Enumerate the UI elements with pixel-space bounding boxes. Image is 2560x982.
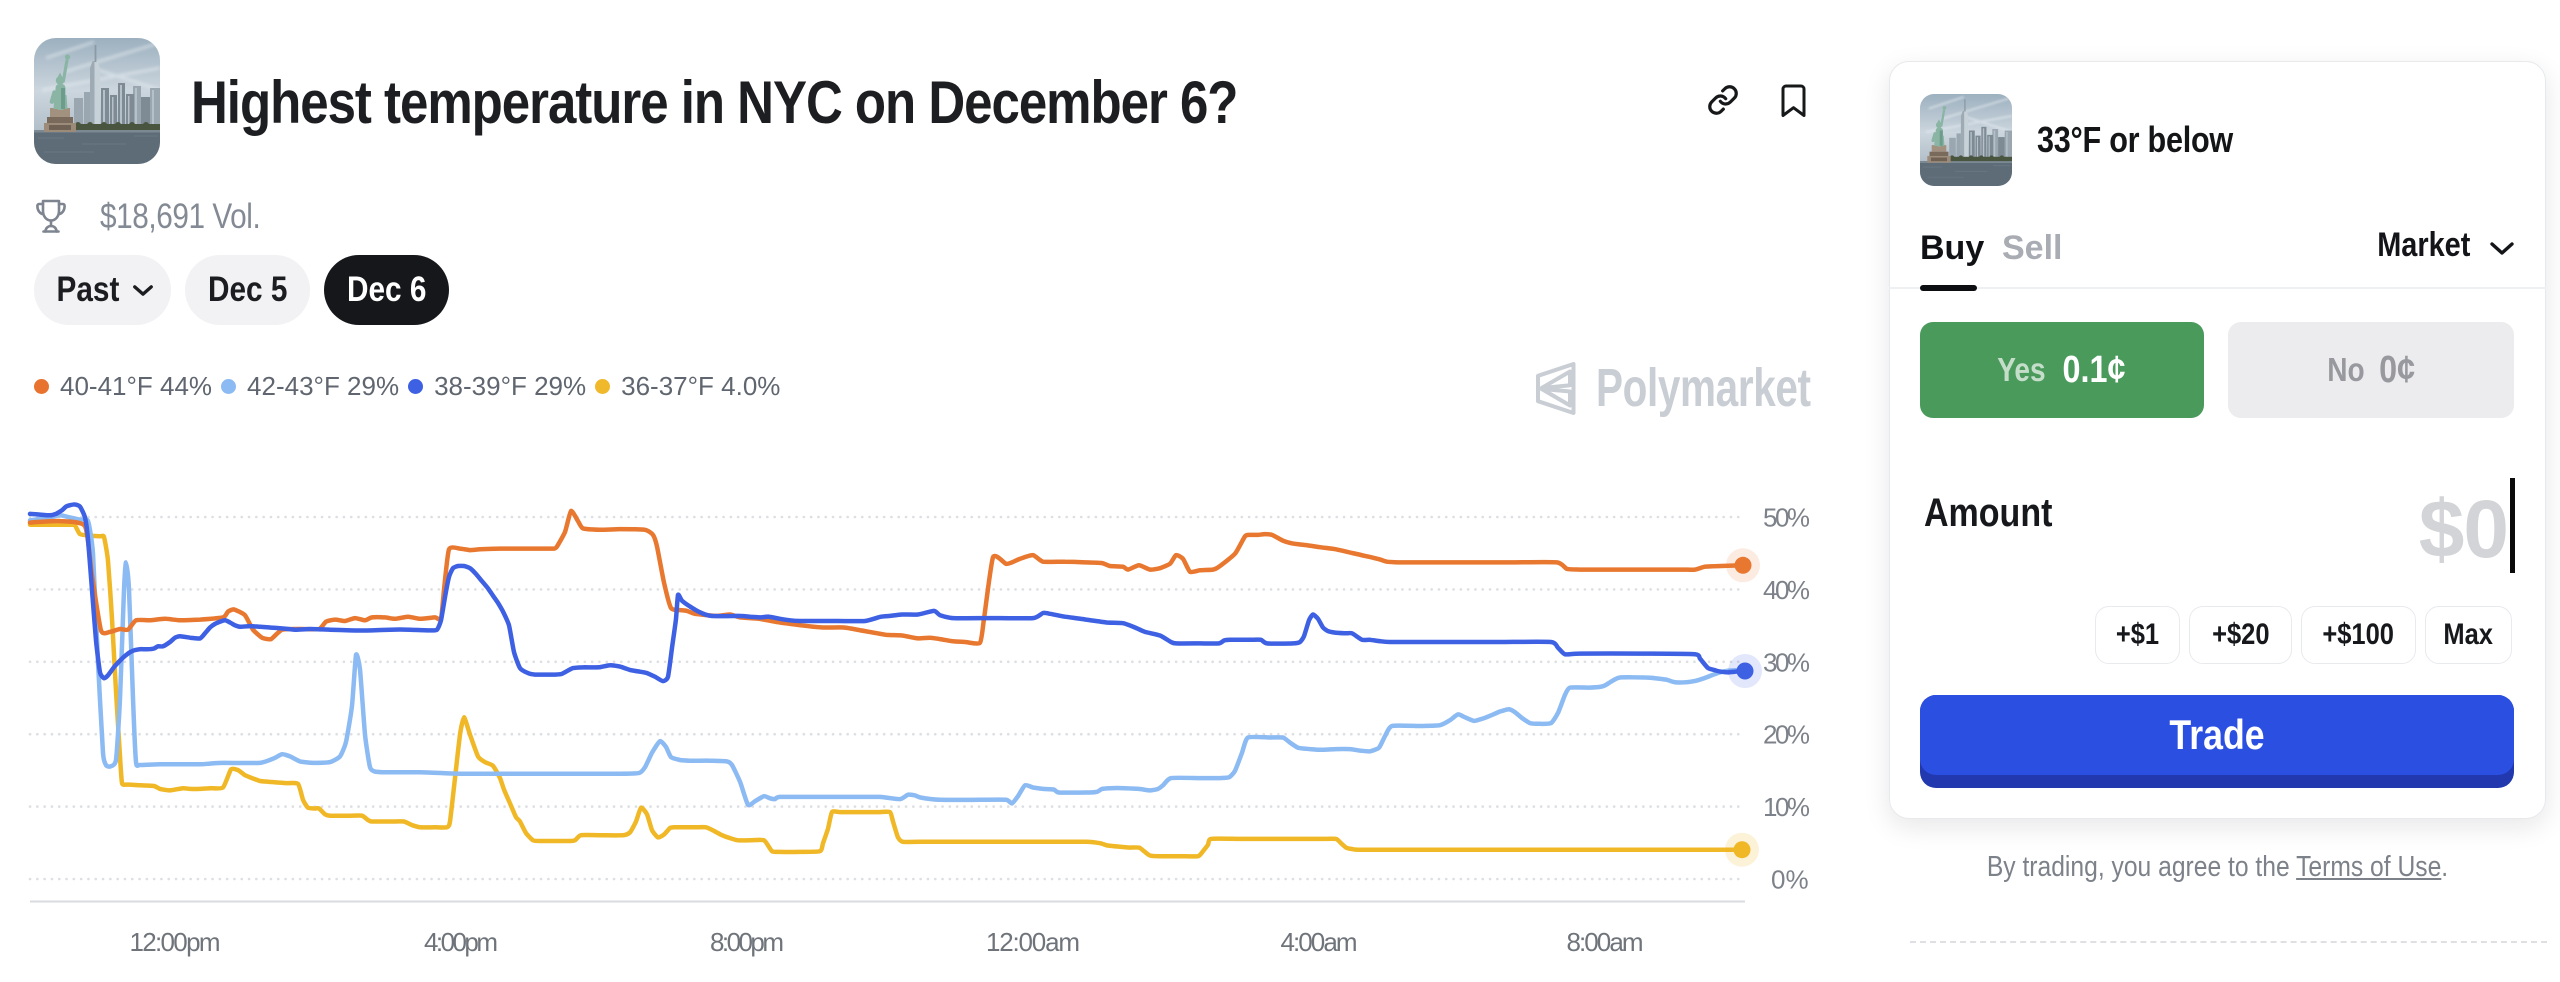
- svg-text:8:00am: 8:00am: [1567, 927, 1644, 957]
- svg-text:10%: 10%: [1763, 792, 1810, 822]
- svg-text:40%: 40%: [1763, 575, 1810, 605]
- svg-text:0%: 0%: [1771, 865, 1809, 895]
- svg-text:8:00pm: 8:00pm: [710, 927, 784, 957]
- svg-text:50%: 50%: [1763, 503, 1810, 533]
- svg-text:30%: 30%: [1763, 647, 1810, 677]
- svg-text:12:00pm: 12:00pm: [130, 927, 221, 957]
- svg-text:20%: 20%: [1763, 720, 1810, 750]
- svg-text:4:00pm: 4:00pm: [424, 927, 498, 957]
- svg-text:4:00am: 4:00am: [1281, 927, 1358, 957]
- svg-text:12:00am: 12:00am: [986, 927, 1080, 957]
